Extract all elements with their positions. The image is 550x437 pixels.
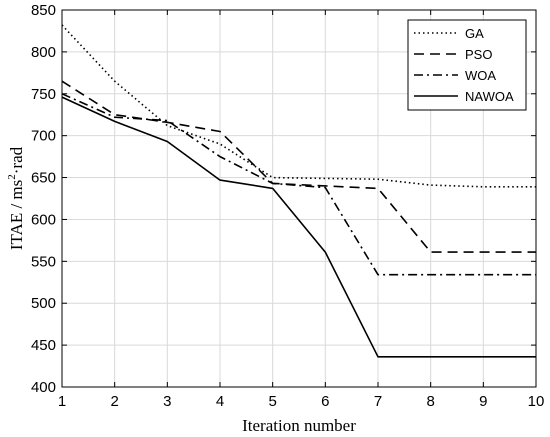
x-tick-label: 2 — [110, 393, 118, 410]
y-tick-label: 500 — [31, 295, 56, 312]
y-tick-label: 600 — [31, 211, 56, 228]
series-line-nawoa — [61, 96, 536, 358]
x-tick-label: 6 — [321, 393, 329, 410]
x-tick-label: 9 — [479, 393, 487, 410]
legend-label-pso: PSO — [465, 47, 492, 62]
x-tick-label: 10 — [528, 393, 545, 410]
x-axis-title: Iteration number — [242, 416, 356, 435]
legend-label-nawoa: NAWOA — [465, 89, 514, 104]
legend: GA PSO WOA NAWOA — [407, 19, 527, 111]
x-tick-label: 8 — [426, 393, 434, 410]
legend-label-ga: GA — [465, 26, 484, 41]
y-tick-label: 750 — [31, 86, 56, 103]
y-tick-label: 850 — [31, 2, 56, 19]
x-tick-label: 5 — [268, 393, 276, 410]
y-axis-title-suffix: ·rad — [7, 146, 26, 174]
y-axis-title: ITAE / ms2·rad — [6, 146, 26, 250]
x-tick-label: 1 — [58, 393, 66, 410]
x-tick-label: 3 — [163, 393, 171, 410]
y-tick-label: 550 — [31, 253, 56, 270]
plot-frame — [61, 9, 537, 388]
y-tick-label: 700 — [31, 128, 56, 145]
legend-box — [407, 19, 527, 111]
series-line-woa — [61, 93, 536, 276]
y-tick-label: 650 — [31, 170, 56, 187]
x-tick-labels: 1 2 3 4 5 6 7 8 9 10 — [58, 393, 545, 410]
y-axis-title-prefix: ITAE / ms — [7, 180, 26, 250]
x-tick-label: 7 — [374, 393, 382, 410]
y-tick-label: 450 — [31, 337, 56, 354]
series-lines — [61, 24, 536, 358]
y-tick-label: 400 — [31, 379, 56, 396]
legend-label-woa: WOA — [465, 68, 496, 83]
y-axis-title-superscript: 2 — [6, 174, 18, 180]
x-tick-label: 4 — [216, 393, 224, 410]
axis-ticks — [61, 9, 537, 388]
y-tick-labels: 400 450 500 550 600 650 700 750 800 850 — [31, 2, 56, 396]
y-tick-label: 800 — [31, 44, 56, 61]
